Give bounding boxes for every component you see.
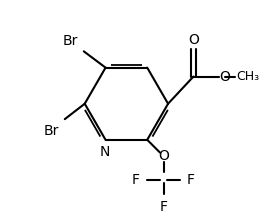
Text: Br: Br	[44, 124, 59, 138]
Text: F: F	[160, 200, 167, 214]
Text: O: O	[188, 33, 199, 47]
Text: O: O	[220, 70, 231, 83]
Text: N: N	[100, 145, 110, 159]
Text: F: F	[132, 173, 140, 187]
Text: CH₃: CH₃	[236, 70, 259, 83]
Text: F: F	[187, 173, 195, 187]
Text: Br: Br	[63, 34, 78, 48]
Text: O: O	[158, 149, 169, 163]
